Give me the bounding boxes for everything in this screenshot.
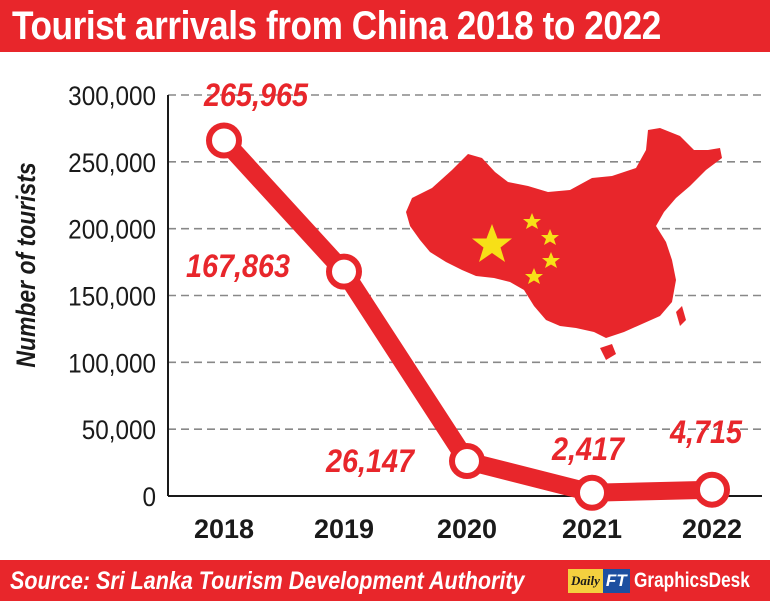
y-tick-label: 250,000 (68, 149, 156, 178)
y-axis-label: Number of tourists (11, 162, 41, 367)
daily-logo-icon: Daily (568, 569, 603, 593)
data-points (206, 122, 730, 511)
title-bar: Tourist arrivals from China 2018 to 2022 (0, 0, 770, 52)
small-star-icon (542, 252, 560, 268)
chart-title: Tourist arrivals from China 2018 to 2022 (12, 4, 661, 48)
data-label: 26,147 (325, 444, 416, 480)
source-note: Source: Sri Lanka Tourism Development Au… (10, 567, 525, 595)
x-tick-label: 2020 (437, 514, 497, 544)
y-tick-label: 300,000 (68, 82, 156, 111)
x-tick-label: 2022 (682, 514, 742, 544)
small-star-icon (541, 229, 559, 245)
data-label: 2,417 (551, 432, 626, 468)
publisher-credit: Daily FT GraphicsDesk (568, 568, 770, 594)
data-label: 4,715 (669, 415, 743, 451)
data-point (574, 474, 610, 511)
ft-logo-icon: FT (602, 569, 630, 593)
y-tick-label: 0 (142, 483, 156, 512)
line-chart: 0 50,000 100,000 150,000 200,000 250,000 300,0… (11, 78, 762, 544)
data-labels: 265,965 167,863 26,147 2,417 4,715 (186, 78, 743, 480)
large-star-icon (472, 224, 512, 262)
graphics-desk-credit: GraphicsDesk (633, 569, 750, 592)
y-tick-labels: 0 50,000 100,000 150,000 200,000 250,000 300,0… (68, 82, 156, 512)
small-star-icon (523, 213, 541, 229)
small-star-icon (525, 268, 543, 284)
data-point (449, 443, 485, 480)
y-tick-label: 150,000 (68, 282, 156, 311)
x-tick-label: 2021 (562, 514, 622, 544)
data-label: 265,965 (203, 78, 309, 114)
x-tick-label: 2018 (194, 514, 254, 544)
data-point (326, 253, 362, 290)
data-point (694, 471, 730, 508)
x-tick-labels: 2018 2019 2020 2021 2022 (194, 514, 742, 544)
data-point (206, 122, 242, 159)
footer-bar: Source: Sri Lanka Tourism Development Au… (0, 560, 770, 601)
y-tick-label: 50,000 (82, 416, 156, 445)
y-tick-label: 100,000 (68, 349, 156, 378)
x-tick-label: 2019 (314, 514, 374, 544)
data-label: 167,863 (186, 249, 290, 285)
y-tick-label: 200,000 (68, 216, 156, 245)
china-map-flag-icon (406, 128, 722, 360)
